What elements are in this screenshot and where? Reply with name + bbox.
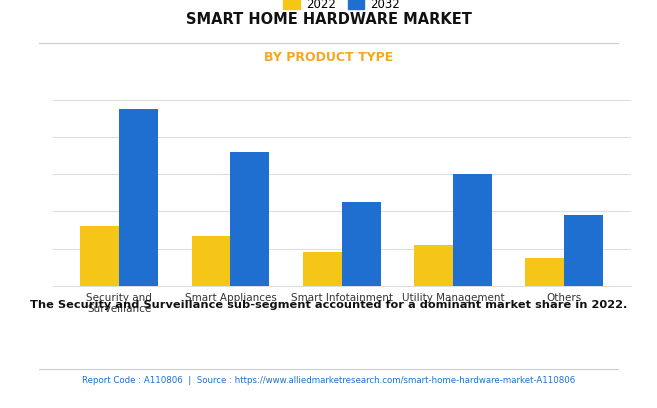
Bar (525, 258, 564, 286)
Text: Report Code : A110806  |  Source : https://www.alliedmarketresearch.com/smart-ho: Report Code : A110806 | Source : https:/… (82, 376, 575, 385)
Bar (414, 245, 453, 286)
Bar (453, 174, 491, 286)
Text: SMART HOME HARDWARE MARKET: SMART HOME HARDWARE MARKET (185, 12, 472, 27)
Bar (342, 202, 380, 286)
Bar (192, 235, 231, 286)
Bar (303, 252, 342, 286)
Bar (80, 226, 120, 286)
Legend: 2022, 2032: 2022, 2032 (279, 0, 405, 16)
Bar (120, 109, 158, 286)
Bar (564, 215, 603, 286)
Bar (231, 152, 269, 286)
Text: The Security and Surveillance sub-segment accounted for a dominant market share : The Security and Surveillance sub-segmen… (30, 300, 627, 310)
Text: BY PRODUCT TYPE: BY PRODUCT TYPE (264, 51, 393, 64)
